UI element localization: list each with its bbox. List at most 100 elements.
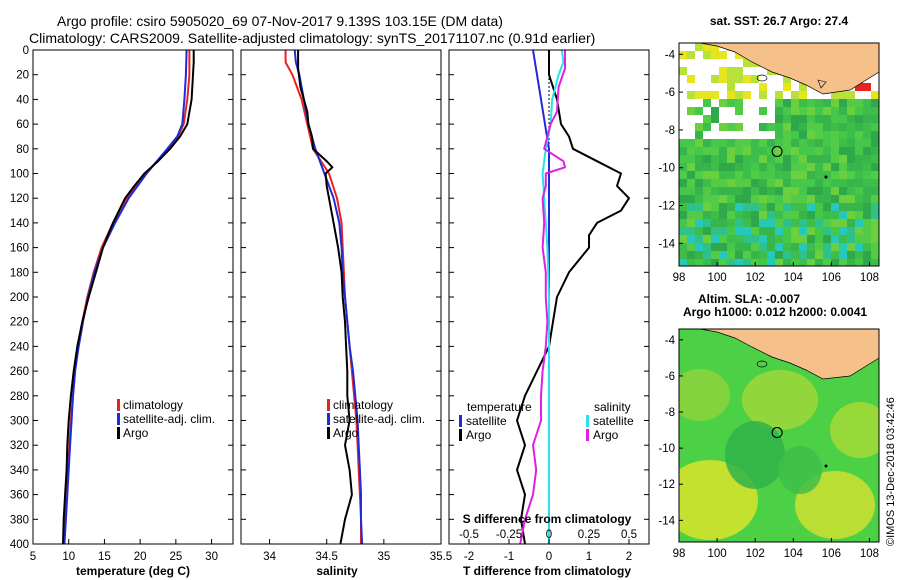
depth-tick-label: 160: [10, 243, 29, 255]
sst-cell: [687, 243, 695, 251]
sst-cell: [831, 187, 839, 195]
sla-blob: [679, 369, 730, 421]
sla-map-land: [679, 329, 879, 380]
sst-cell: [679, 187, 687, 195]
sst-cell: [815, 139, 823, 147]
sst-cell: [831, 115, 839, 123]
sst-cell: [791, 235, 799, 243]
sst-cell: [799, 195, 807, 203]
sst-cell: [687, 51, 695, 59]
sst-cell: [743, 139, 751, 147]
sst-cell: [839, 251, 847, 259]
sst-cell: [759, 83, 767, 91]
sst-cell: [863, 203, 871, 211]
sst-cell: [839, 147, 847, 155]
sst-cell: [791, 123, 799, 131]
sst-cell: [871, 155, 879, 163]
difference-xlabel: T difference from climatology: [463, 564, 631, 578]
sst-cell: [703, 43, 711, 51]
depth-tick-label: 280: [10, 391, 29, 403]
sst-cell: [823, 139, 831, 147]
sst-cell: [735, 211, 743, 219]
sst-cell: [759, 243, 767, 251]
sst-cell: [807, 187, 815, 195]
sla-map-subtitle: Argo h1000: 0.012 h2000: 0.0041: [683, 305, 867, 319]
sst-cell: [735, 123, 743, 131]
sst-cell: [743, 59, 751, 67]
sst-cell: [799, 243, 807, 251]
sst-cell: [679, 163, 687, 171]
temperature-xtick-label: 5: [30, 551, 36, 563]
sst-cell: [855, 195, 863, 203]
sst-cell: [735, 99, 743, 107]
sst-cell: [855, 243, 863, 251]
temperature-series-satellite: [63, 50, 188, 544]
sst-cell: [855, 227, 863, 235]
sst-cell: [839, 259, 847, 266]
sst-cell: [711, 91, 719, 99]
sst-cell: [775, 259, 783, 266]
sst-cell: [695, 43, 703, 51]
depth-tick-label: 400: [10, 539, 29, 551]
sst_map-xtick-label: 98: [673, 272, 686, 284]
depth-tick-label: 260: [10, 366, 29, 378]
sst-cell: [719, 155, 727, 163]
sst-cell: [711, 235, 719, 243]
sst-cell: [871, 219, 879, 227]
sst-cell: [791, 139, 799, 147]
sst-cell: [711, 43, 719, 51]
sst-cell: [847, 179, 855, 187]
sst-cell: [807, 171, 815, 179]
sst-cell: [719, 179, 727, 187]
sst-cell: [807, 115, 815, 123]
sst-cell: [791, 187, 799, 195]
sst-cell: [711, 51, 719, 59]
sst-cell: [727, 219, 735, 227]
sst-cell: [791, 91, 799, 99]
sst-cell: [751, 227, 759, 235]
sst-cell: [775, 187, 783, 195]
sst-cell: [855, 123, 863, 131]
sst-cell: [807, 251, 815, 259]
sst-cell: [775, 243, 783, 251]
sst-cell: [775, 235, 783, 243]
sst-cell: [863, 163, 871, 171]
sst-cell: [783, 211, 791, 219]
sla-blob: [778, 446, 822, 494]
sla-map-island-outline: [756, 360, 768, 368]
sst-cell: [703, 163, 711, 171]
sst-cell: [831, 123, 839, 131]
sst-cell: [703, 51, 711, 59]
depth-tick-label: 20: [16, 70, 29, 82]
difference-xtick-label: -1: [504, 551, 514, 563]
sst-cell: [863, 195, 871, 203]
sst-cell: [783, 83, 791, 91]
sst-cell: [783, 99, 791, 107]
salinity-legend-swatch-climatology: [327, 399, 330, 411]
sst-cell: [679, 179, 687, 187]
sst-cell: [727, 235, 735, 243]
sst-cell: [679, 171, 687, 179]
sst_map-xtick-label: 100: [708, 272, 727, 284]
sst-cell: [839, 91, 847, 99]
sst-cell: [863, 155, 871, 163]
sst-cell: [719, 171, 727, 179]
sst-cell: [799, 83, 807, 91]
sst-cell: [815, 219, 823, 227]
sst-cell: [751, 187, 759, 195]
sst-cell: [711, 211, 719, 219]
sst-cell: [807, 131, 815, 139]
sst-cell: [695, 203, 703, 211]
sst-cell: [855, 147, 863, 155]
sst-cell: [719, 259, 727, 266]
sst-cell: [791, 115, 799, 123]
sst-cell: [847, 243, 855, 251]
sst-cell: [783, 259, 791, 266]
sst-cell: [799, 99, 807, 107]
sst-cell: [687, 219, 695, 227]
sst-cell: [783, 147, 791, 155]
sst-cell: [775, 171, 783, 179]
sst-cell: [727, 227, 735, 235]
sst-cell: [847, 227, 855, 235]
